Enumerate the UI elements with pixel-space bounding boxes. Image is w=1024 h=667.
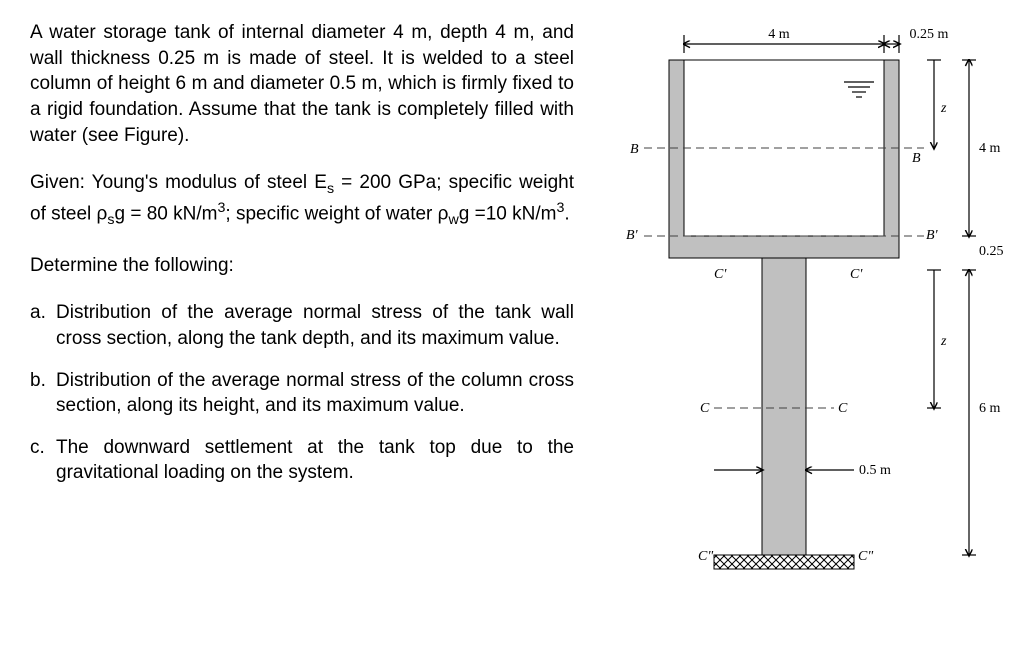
label-Cp-left: C' <box>714 267 727 282</box>
label-Bp-left: B' <box>626 228 639 243</box>
dim-4m-depth: 4 m <box>979 141 1001 156</box>
dim-025m-base: 0.25 m <box>979 244 1004 259</box>
paragraph-1: A water storage tank of internal diamete… <box>30 20 574 148</box>
label-C-right: C <box>838 401 848 416</box>
figure: 4 m 0.25 m 4 m 0.25 m 6 m z <box>604 20 1004 580</box>
z-label-tank: z <box>940 101 947 116</box>
column <box>762 258 806 555</box>
paragraph-2: Given: Young's modulus of steel Es = 200… <box>30 170 574 230</box>
label-Cpp-right: C" <box>858 549 873 564</box>
label-Bp-right: B' <box>926 228 939 243</box>
dim-6m: 6 m <box>979 401 1001 416</box>
label-B-right: B <box>912 151 921 166</box>
label-B-left: B <box>630 142 639 157</box>
foundation <box>714 555 854 569</box>
paragraph-3: Determine the following: <box>30 253 574 279</box>
diagram-svg: 4 m 0.25 m 4 m 0.25 m 6 m z <box>604 20 1004 580</box>
label-Cp-right: C' <box>850 267 863 282</box>
problem-text: A water storage tank of internal diamete… <box>30 20 574 580</box>
label-Cpp-left: C" <box>698 549 713 564</box>
label-C-left: C <box>700 401 710 416</box>
question-a: a. Distribution of the average normal st… <box>30 300 574 351</box>
question-c: c. The downward settlement at the tank t… <box>30 435 574 486</box>
dim-4m-top: 4 m <box>768 27 790 42</box>
dim-025m-top: 0.25 m <box>910 27 949 42</box>
question-list: a. Distribution of the average normal st… <box>30 300 574 486</box>
dim-05m: 0.5 m <box>859 463 891 478</box>
question-b: b. Distribution of the average normal st… <box>30 368 574 419</box>
z-label-column: z <box>940 334 947 349</box>
